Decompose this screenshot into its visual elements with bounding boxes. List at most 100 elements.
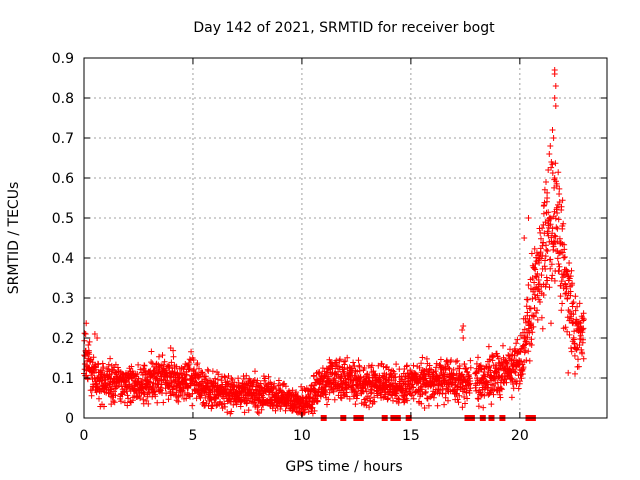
- data-point: [577, 320, 584, 327]
- data-point: [580, 316, 587, 323]
- data-point: [148, 359, 155, 366]
- data-point: [530, 323, 537, 330]
- data-point: [561, 254, 568, 260]
- data-point: [369, 362, 375, 369]
- data-point: [265, 373, 272, 380]
- data-point: [403, 391, 410, 398]
- data-point: [480, 404, 487, 411]
- data-point: [190, 357, 197, 363]
- data-point: [543, 281, 550, 288]
- data-point: [273, 386, 280, 393]
- data-point: [570, 299, 577, 306]
- data-point-peak: [536, 255, 543, 261]
- data-point: [574, 303, 581, 310]
- data-point: [343, 389, 350, 396]
- data-point: [240, 376, 247, 382]
- data-point: [330, 388, 337, 395]
- data-point-peak: [559, 223, 566, 229]
- data-point: [496, 391, 503, 398]
- data-point: [531, 265, 538, 272]
- data-point: [564, 328, 571, 335]
- data-point: [450, 366, 457, 373]
- data-point: [353, 395, 360, 402]
- data-point: [580, 325, 587, 332]
- data-point: [540, 292, 547, 298]
- data-point: [498, 385, 505, 392]
- data-point: [520, 364, 527, 371]
- data-point: [515, 385, 522, 392]
- data-point: [341, 361, 348, 368]
- data-point: [298, 383, 305, 390]
- data-point: [562, 290, 569, 297]
- data-point: [478, 392, 485, 399]
- data-point: [245, 407, 252, 414]
- y-tick-label: 0.7: [52, 131, 74, 147]
- data-point: [475, 403, 482, 410]
- data-point: [237, 398, 244, 405]
- data-point: [523, 339, 530, 346]
- data-point: [189, 402, 196, 409]
- data-point: [86, 351, 93, 358]
- data-point: [488, 401, 495, 408]
- data-point: [314, 398, 321, 405]
- data-point: [481, 392, 488, 399]
- data-point-peak: [552, 103, 559, 109]
- data-point: [96, 386, 103, 393]
- data-point: [462, 400, 468, 407]
- data-point: [551, 277, 558, 284]
- data-point-peak: [551, 175, 558, 181]
- data-point: [385, 395, 392, 402]
- data-point: [575, 363, 582, 370]
- data-point: [540, 210, 547, 217]
- data-point: [425, 402, 432, 409]
- data-point: [553, 178, 559, 185]
- data-point: [372, 370, 379, 377]
- data-point: [204, 366, 211, 373]
- data-point: [446, 365, 453, 372]
- data-point: [338, 373, 345, 380]
- data-point: [552, 233, 559, 240]
- data-point-peak: [551, 71, 558, 77]
- data-point: [325, 396, 332, 403]
- data-point: [538, 235, 544, 242]
- grid-layer: [84, 58, 607, 418]
- data-point: [500, 342, 506, 349]
- data-point: [199, 369, 206, 376]
- data-point: [542, 253, 549, 260]
- data-point: [552, 160, 559, 167]
- data-point: [561, 272, 568, 279]
- x-tick-label: 20: [511, 428, 529, 444]
- axis-layer: 0 0.1 0.2 0.3 0.4 0.5 0.6 0.7 0.8 0.9 0 5 10 15 20: [52, 51, 608, 444]
- data-point: [407, 391, 414, 397]
- data-point: [579, 326, 586, 333]
- data-point: [352, 401, 359, 408]
- data-point: [115, 382, 122, 389]
- data-point: [579, 350, 586, 357]
- data-point: [490, 391, 497, 398]
- data-point: [534, 292, 541, 299]
- data-point: [209, 368, 216, 375]
- data-point: [543, 274, 550, 281]
- data-point: [222, 403, 228, 410]
- data-point: [539, 242, 546, 249]
- x-axis-label: GPS time / hours: [285, 459, 402, 475]
- data-point: [558, 307, 565, 314]
- data-point: [148, 348, 155, 355]
- data-point: [173, 363, 180, 370]
- data-point: [560, 285, 567, 292]
- data-point: [494, 369, 501, 376]
- data-point: [525, 348, 532, 355]
- data-point-peak: [552, 83, 559, 89]
- data-point: [228, 408, 235, 415]
- data-point: [363, 388, 370, 395]
- data-point: [441, 401, 448, 408]
- data-point-peak: [548, 159, 555, 165]
- data-point: [533, 310, 539, 316]
- data-point: [160, 399, 167, 406]
- y-tick-label: 0.4: [52, 251, 74, 267]
- data-point: [527, 305, 534, 312]
- data-point-peak: [550, 135, 557, 141]
- data-point: [547, 256, 554, 263]
- data-point: [410, 395, 417, 402]
- plot-frame: [83, 57, 608, 419]
